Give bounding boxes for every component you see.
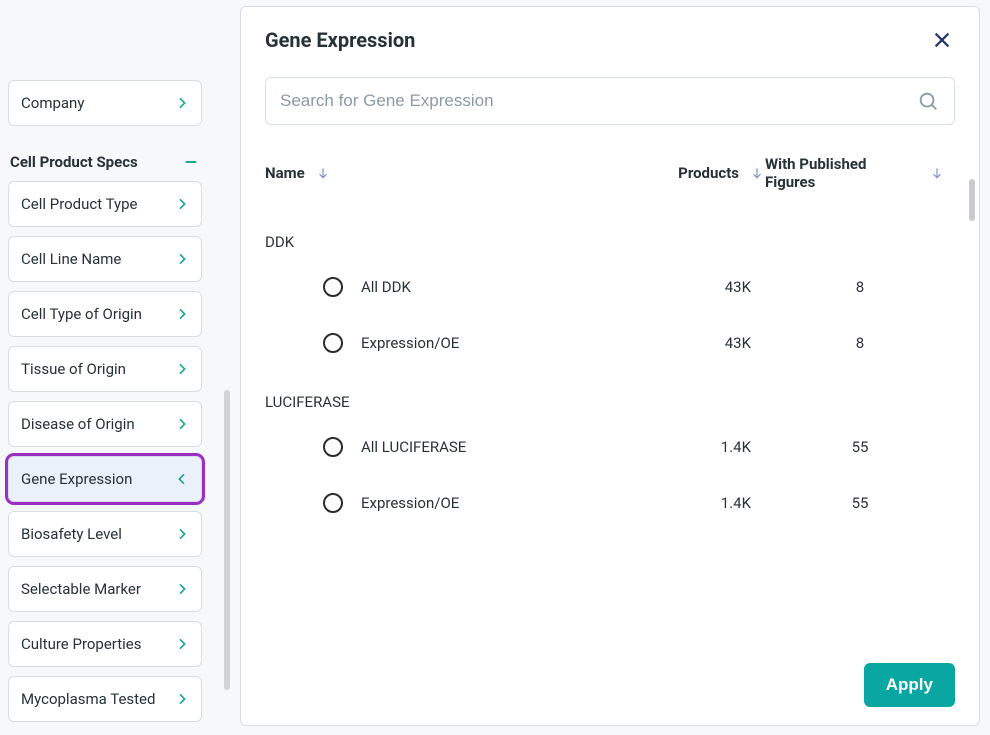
gene-expression-panel: Gene Expression Name [240, 6, 980, 726]
option-label: All DDK [361, 278, 411, 296]
option-row[interactable]: All LUCIFERASE 1.4K55 [265, 419, 955, 475]
sidebar-item-biosafety-level[interactable]: Biosafety Level [8, 511, 202, 557]
option-figures: 8 [765, 334, 955, 352]
sidebar-item-label: Disease of Origin [21, 415, 135, 433]
chevron-right-icon [173, 360, 191, 378]
table-header: Name Products With Published Figures [241, 143, 979, 201]
sidebar-item-mycoplasma-tested[interactable]: Mycoplasma Tested [8, 676, 202, 722]
chevron-left-icon [173, 470, 191, 488]
column-label: Products [678, 164, 739, 182]
sidebar-item-company[interactable]: Company [8, 80, 202, 126]
option-figures: 8 [765, 278, 955, 296]
panel-header: Gene Expression [241, 7, 979, 67]
chevron-right-icon [173, 250, 191, 268]
sidebar-item-label: Gene Expression [21, 470, 132, 488]
sidebar-item-gene-expression[interactable]: Gene Expression [8, 456, 202, 502]
sidebar-item-cell-product-type[interactable]: Cell Product Type [8, 181, 202, 227]
option-name-cell: Expression/OE [265, 493, 625, 513]
chevron-right-icon [173, 580, 191, 598]
column-header-products[interactable]: Products [625, 164, 765, 182]
chevron-right-icon [173, 305, 191, 323]
chevron-right-icon [173, 195, 191, 213]
search-icon [916, 89, 940, 113]
option-label: All LUCIFERASE [361, 438, 466, 456]
chevron-right-icon [173, 690, 191, 708]
sidebar-item-culture-properties[interactable]: Culture Properties [8, 621, 202, 667]
option-name-cell: Expression/OE [265, 333, 625, 353]
sort-down-icon [929, 165, 945, 181]
sidebar-item-label: Selectable Marker [21, 580, 141, 598]
sort-down-icon [315, 165, 331, 181]
radio-button[interactable] [323, 333, 343, 353]
close-button[interactable] [929, 27, 955, 53]
sidebar-item-label: Cell Product Type [21, 195, 138, 213]
sidebar-item-label: Cell Type of Origin [21, 305, 142, 323]
sidebar-item-label: Cell Line Name [21, 250, 121, 268]
sidebar-item-cell-line-name[interactable]: Cell Line Name [8, 236, 202, 282]
table-body: DDKAll DDK43K8Expression/OE43K8LUCIFERAS… [241, 201, 979, 647]
sidebar-item-label: Mycoplasma Tested [21, 690, 155, 708]
option-row[interactable]: Expression/OE 43K8 [265, 315, 955, 371]
panel-wrap: Gene Expression Name [210, 0, 990, 735]
radio-button[interactable] [323, 277, 343, 297]
group-label: DDK [265, 233, 955, 251]
column-header-figures[interactable]: With Published Figures [765, 155, 955, 191]
chevron-right-icon [173, 525, 191, 543]
column-header-name[interactable]: Name [265, 164, 625, 182]
option-products: 43K [625, 278, 765, 296]
panel-title: Gene Expression [265, 28, 415, 52]
chevron-right-icon [173, 635, 191, 653]
sort-down-icon [749, 165, 765, 181]
panel-footer: Apply [241, 647, 979, 725]
option-row[interactable]: Expression/OE 1.4K55 [265, 475, 955, 531]
radio-button[interactable] [323, 493, 343, 513]
section-header: Cell Product Specs [8, 135, 202, 181]
sidebar-item-label: Company [21, 94, 84, 112]
chevron-right-icon [173, 94, 191, 112]
option-name-cell: All DDK [265, 277, 625, 297]
radio-button[interactable] [323, 437, 343, 457]
option-row[interactable]: All DDK 43K8 [265, 259, 955, 315]
search-row [241, 67, 979, 143]
option-figures: 55 [765, 494, 955, 512]
highlight-ring: Gene Expression [8, 456, 202, 502]
sidebar-item-disease-of-origin[interactable]: Disease of Origin [8, 401, 202, 447]
sidebar-item-label: Biosafety Level [21, 525, 122, 543]
sidebar-item-label: Culture Properties [21, 635, 142, 653]
panel-scrollbar[interactable] [969, 179, 975, 221]
column-label: Name [265, 164, 305, 182]
apply-button[interactable]: Apply [864, 663, 955, 707]
option-figures: 55 [765, 438, 955, 456]
option-label: Expression/OE [361, 334, 459, 352]
option-label: Expression/OE [361, 494, 459, 512]
sidebar-item-cell-type-of-origin[interactable]: Cell Type of Origin [8, 291, 202, 337]
option-products: 43K [625, 334, 765, 352]
section-title: Cell Product Specs [10, 153, 138, 171]
sidebar-item-selectable-marker[interactable]: Selectable Marker [8, 566, 202, 612]
column-label: With Published Figures [765, 155, 919, 191]
sidebar: Company Cell Product Specs Cell Product … [0, 0, 210, 735]
option-name-cell: All LUCIFERASE [265, 437, 625, 457]
sidebar-item-label: Tissue of Origin [21, 360, 126, 378]
search-box [265, 77, 955, 125]
sidebar-item-tissue-of-origin[interactable]: Tissue of Origin [8, 346, 202, 392]
group-label: LUCIFERASE [265, 393, 955, 411]
chevron-right-icon [173, 415, 191, 433]
search-input[interactable] [280, 91, 916, 111]
option-products: 1.4K [625, 494, 765, 512]
option-products: 1.4K [625, 438, 765, 456]
minus-icon[interactable] [182, 153, 200, 171]
